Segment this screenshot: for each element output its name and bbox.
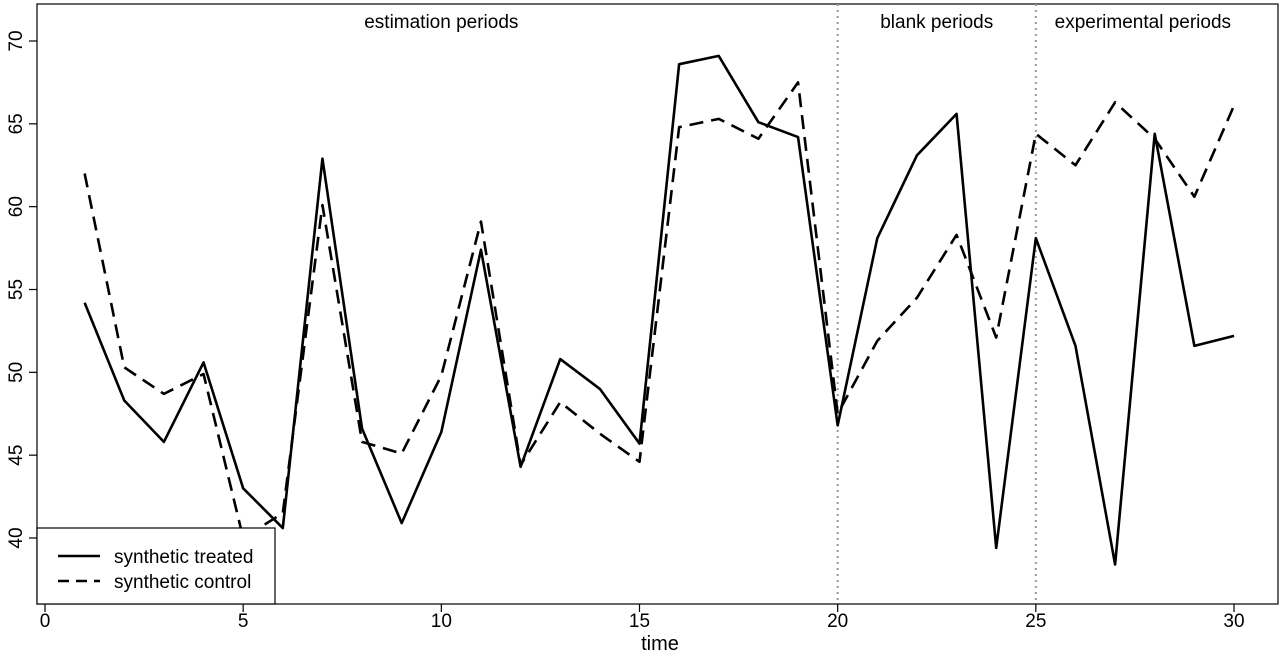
period-dividers [836,4,1037,604]
period-annotations: estimation periods blank periods experimen… [364,12,1231,33]
x-tick-label-0: 0 [40,611,51,632]
x-tick-label-5: 25 [1025,611,1046,632]
x-tick-label-2: 10 [431,611,452,632]
y-tick-label-1: 45 [6,445,27,466]
x-tick-label-6: 30 [1223,611,1244,632]
annotation-1: blank periods [880,12,993,33]
plot-frame [36,3,1279,605]
y-tick-label-4: 60 [6,196,27,217]
legend-box [36,527,276,605]
legend-label-1: synthetic control [114,572,251,593]
y-tick-label-0: 40 [6,527,27,548]
series-line-synthetic-control [83,81,1236,540]
y-tick-label-6: 70 [6,30,27,51]
x-axis-label: time [641,633,679,655]
y-axis: 40 45 50 55 60 65 70 [6,30,37,549]
x-axis: 0 5 10 15 20 25 30 [40,604,1245,632]
legend-label-0: synthetic treated [114,547,253,568]
x-tick-label-4: 20 [827,611,848,632]
annotation-0: estimation periods [364,12,518,33]
series-line-synthetic-treated [83,54,1235,566]
y-tick-label-3: 55 [6,279,27,300]
y-tick-label-2: 50 [6,362,27,383]
annotation-2: experimental periods [1055,12,1231,33]
legend: synthetic treated synthetic control [36,527,276,605]
series-lines [83,54,1236,566]
y-tick-label-5: 65 [6,113,27,134]
x-tick-label-1: 5 [238,611,249,632]
x-tick-label-3: 15 [629,611,650,632]
